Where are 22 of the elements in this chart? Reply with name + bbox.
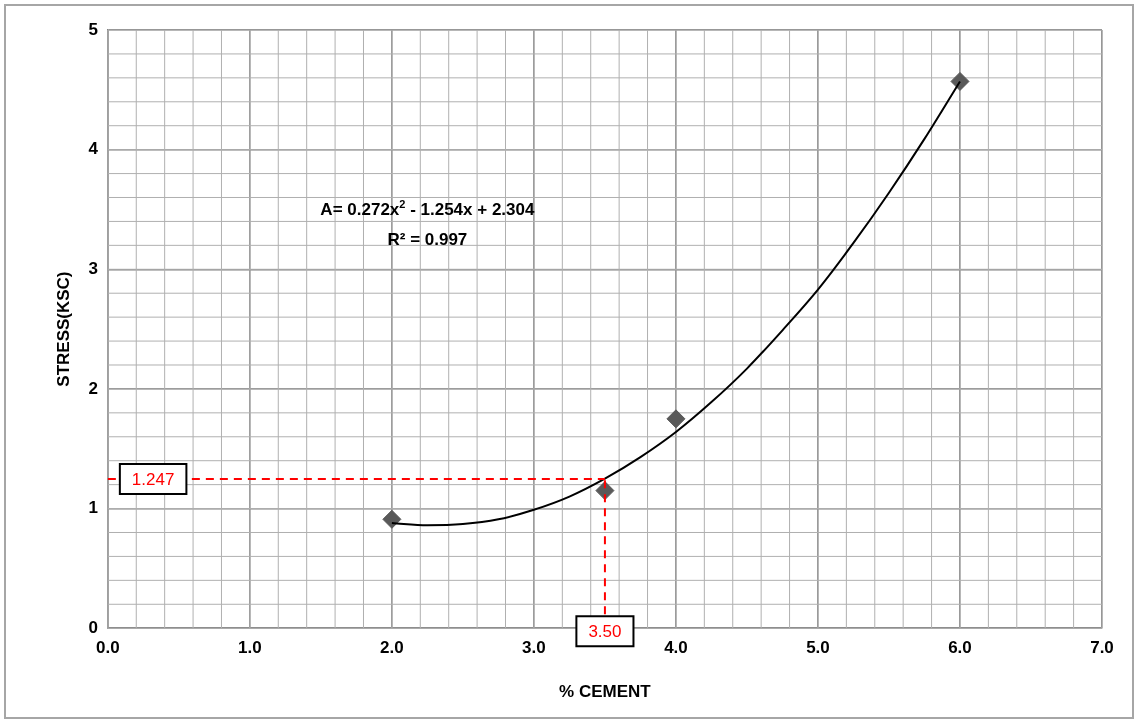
- x-tick-label: 5.0: [806, 638, 830, 658]
- x-tick-label: 2.0: [380, 638, 404, 658]
- point: [382, 509, 402, 529]
- x-tick-label: 7.0: [1090, 638, 1114, 658]
- annotation: R² = 0.997: [387, 230, 468, 250]
- y-tick-label: 5: [88, 19, 98, 39]
- y-tick-label: 4: [88, 139, 99, 159]
- x-tick-label: 1.0: [238, 638, 262, 658]
- ref-line-label: 1.247: [131, 469, 175, 489]
- x-tick-label: 0.0: [96, 638, 120, 658]
- x-tick-label: 3.0: [522, 638, 546, 658]
- x-axis-title: % CEMENT: [559, 682, 652, 702]
- y-tick-label: 1: [88, 498, 98, 518]
- y-tick-label: 3: [88, 258, 98, 278]
- x-tick-label: 4.0: [664, 638, 688, 658]
- y-tick-label: 2: [88, 378, 98, 398]
- ref-line-label: 3.50: [588, 621, 622, 641]
- y-tick-label: 0: [88, 617, 98, 637]
- y-axis-title: STRESS(KSC): [53, 271, 73, 387]
- point: [950, 71, 970, 91]
- point: [666, 409, 686, 429]
- x-tick-label: 6.0: [948, 638, 972, 658]
